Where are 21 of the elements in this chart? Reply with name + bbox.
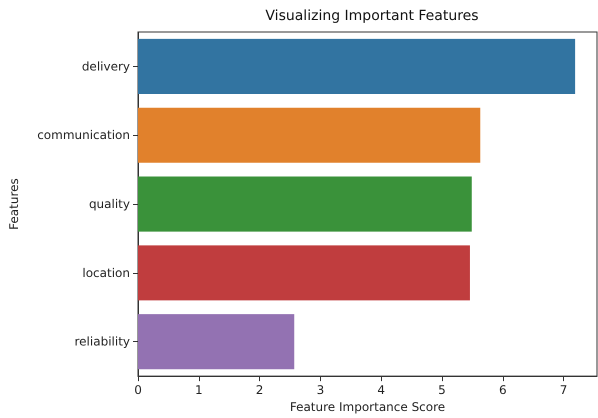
chart-title: Visualizing Important Features	[265, 8, 479, 24]
x-tick-label: 6	[498, 383, 507, 398]
x-axis-title: Feature Importance Score	[290, 400, 446, 414]
y-tick-label: quality	[88, 197, 130, 212]
x-tick-label: 1	[194, 383, 203, 398]
bar	[138, 245, 470, 300]
bar	[138, 176, 472, 232]
y-tick-label: location	[82, 266, 130, 280]
x-tick-label: 3	[316, 383, 324, 398]
y-tick-label: reliability	[74, 334, 130, 349]
x-tick-label: 2	[256, 383, 264, 398]
y-axis-title: Features	[7, 178, 21, 230]
x-tick-label: 5	[438, 383, 446, 398]
x-tick-label: 4	[377, 383, 385, 398]
bar	[138, 314, 294, 370]
x-tick-label: 7	[560, 383, 568, 398]
y-tick-label: delivery	[82, 59, 130, 74]
x-tick-label: 0	[134, 383, 142, 398]
bar	[138, 108, 480, 163]
bar	[138, 38, 576, 94]
y-tick-label: communication	[37, 128, 130, 142]
